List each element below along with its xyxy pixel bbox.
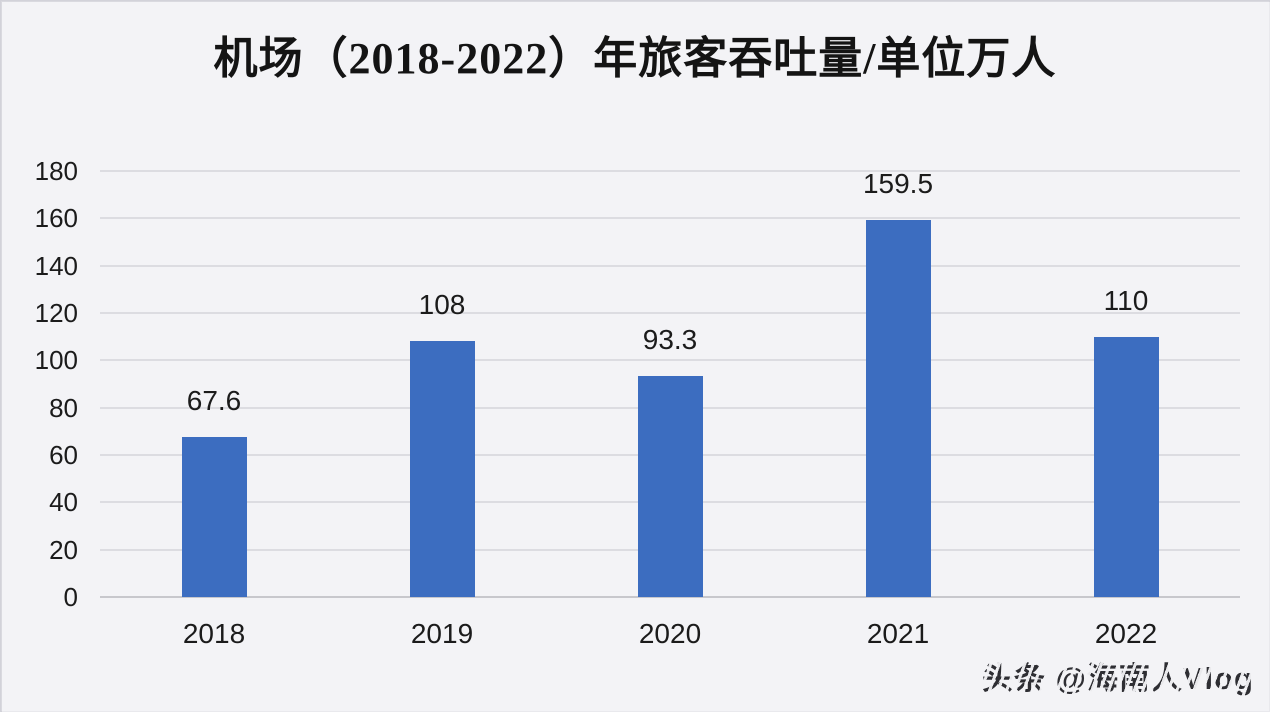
bar-value-label: 108 — [418, 289, 466, 321]
x-tick-label: 2021 — [866, 618, 930, 649]
x-axis-line — [100, 596, 1240, 598]
x-tick-label: 2018 — [182, 618, 246, 649]
y-tick-label: 0 — [63, 582, 78, 612]
bar-value-label: 159.5 — [862, 167, 934, 199]
gridline — [100, 359, 1240, 362]
bar — [1093, 336, 1159, 597]
gridline — [100, 217, 1240, 220]
plot-area: 67.6 108 93.3 159.5 110 — [100, 167, 1240, 598]
bar — [865, 219, 931, 597]
bar-value-label: 93.3 — [642, 324, 698, 356]
gridline — [100, 312, 1240, 314]
y-tick-label: 180 — [34, 156, 78, 186]
y-tick-label: 60 — [49, 440, 78, 470]
chart-title: 机场（2018-2022）年旅客吞吐量/单位万人 — [213, 34, 1057, 83]
y-tick-label: 160 — [34, 203, 78, 234]
bar-value-label: 67.6 — [186, 385, 242, 417]
gridline — [100, 170, 1240, 172]
x-tick-label: 2020 — [638, 618, 702, 649]
bar-value-label: 110 — [1103, 284, 1149, 316]
watermark: 头条 @海南人Vlog — [979, 651, 1257, 700]
y-tick-label: 120 — [34, 298, 78, 328]
bar — [409, 341, 475, 597]
y-tick-label: 20 — [49, 534, 78, 565]
y-tick-label: 40 — [49, 487, 78, 518]
bar — [637, 376, 703, 597]
x-tick-label: 2019 — [410, 618, 474, 649]
y-tick-label: 80 — [49, 392, 78, 423]
x-tick-label: 2022 — [1094, 618, 1158, 649]
gridline — [100, 264, 1240, 267]
y-tick-label: 140 — [34, 250, 78, 281]
y-tick-label: 100 — [34, 345, 78, 376]
bar — [181, 437, 247, 597]
